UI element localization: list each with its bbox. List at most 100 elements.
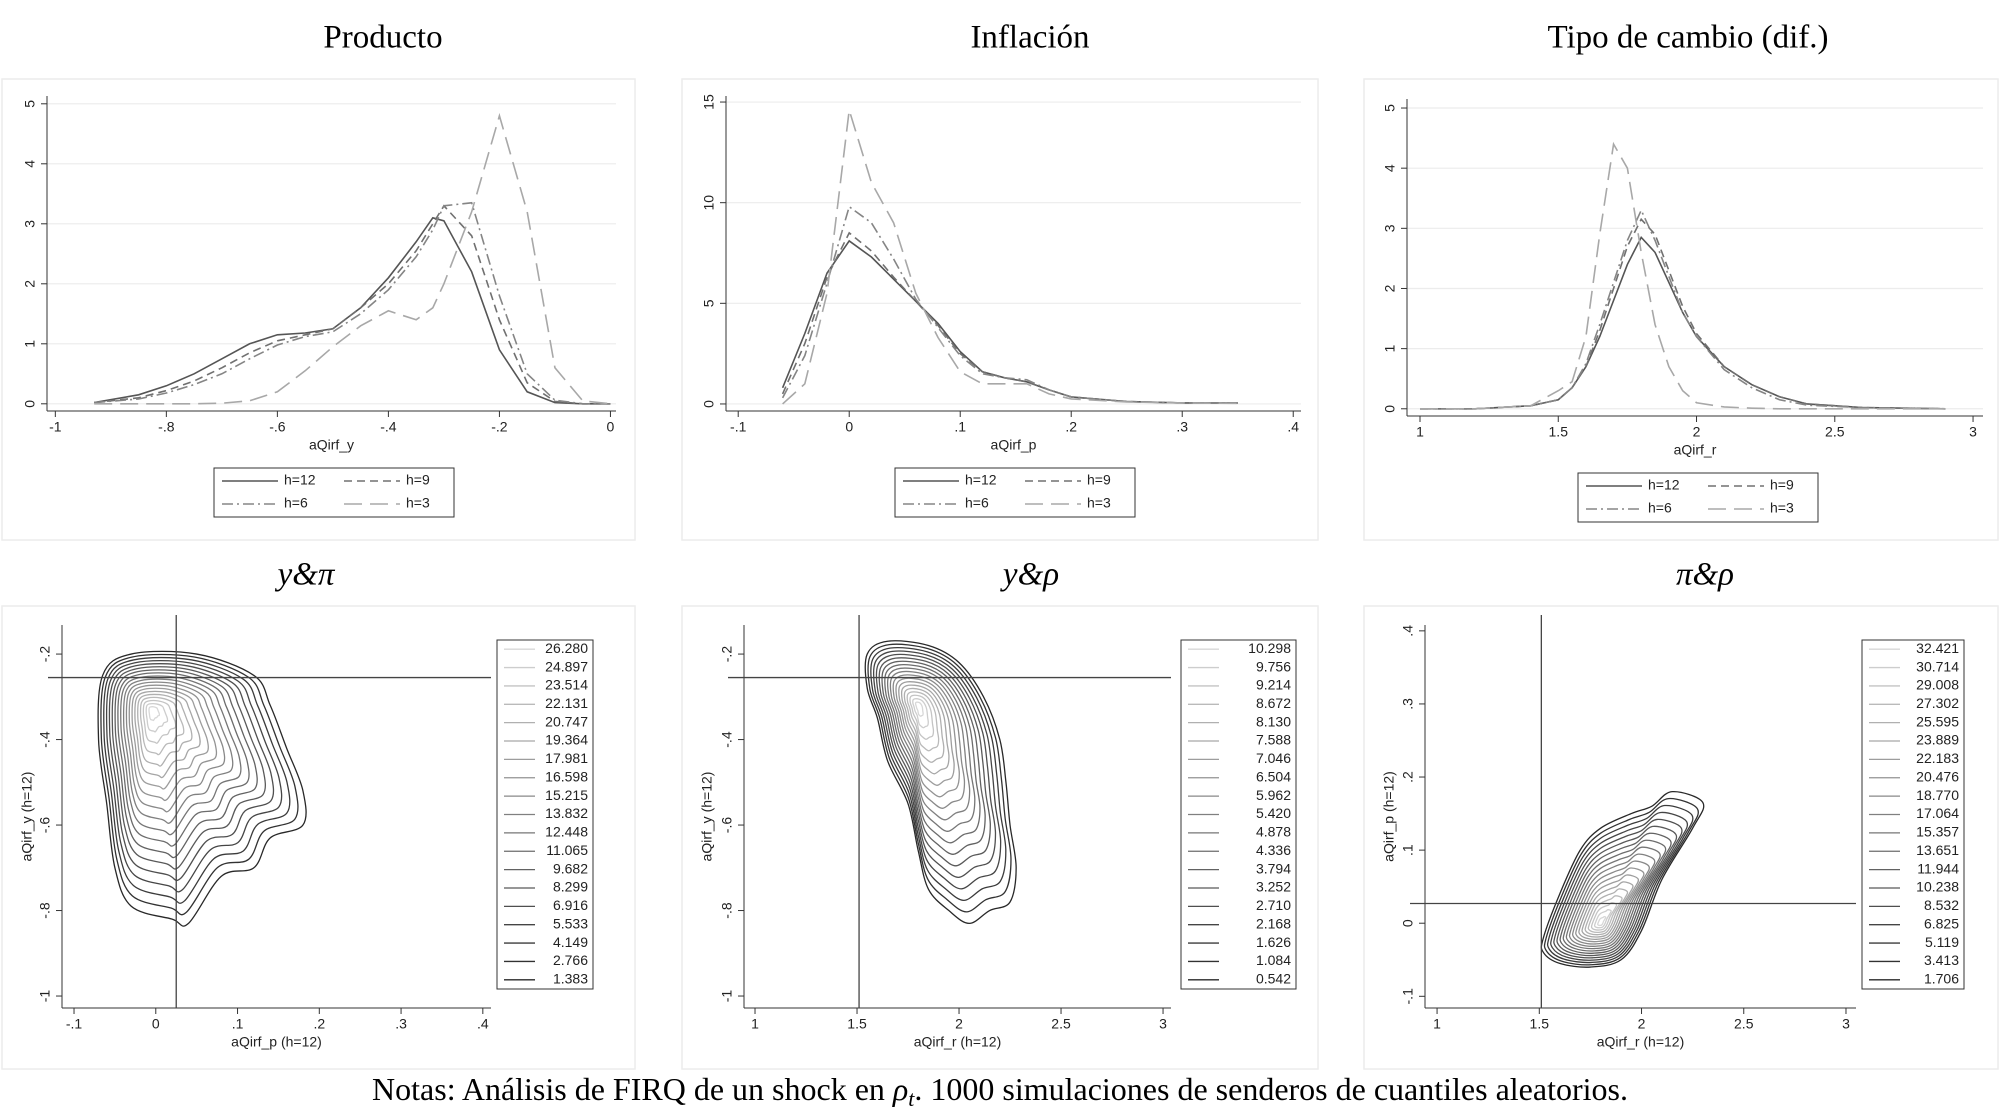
legend-label: h=9 [406, 472, 430, 488]
contour-line [1578, 874, 1640, 940]
y-tick-label: -1 [37, 990, 53, 1003]
contour-line [1546, 804, 1694, 964]
contour-line [131, 687, 209, 790]
x-tick-label: 2.5 [1051, 1016, 1071, 1032]
x-tick-label: 2.5 [1825, 424, 1845, 440]
x-axis-label: aQirf_r (h=12) [1597, 1034, 1685, 1050]
legend-label: 2.168 [1256, 915, 1291, 931]
legend-label: 30.714 [1916, 658, 1959, 674]
panel-title: π&ρ [1676, 557, 1734, 593]
x-axis-label: aQirf_r [1674, 442, 1717, 458]
legend-label: h=12 [1648, 477, 1680, 493]
legend-label: 15.357 [1916, 824, 1959, 840]
y-tick-label: 0 [1382, 405, 1398, 413]
legend-label: 0.542 [1256, 971, 1291, 987]
legend-label: 3.413 [1924, 952, 1959, 968]
legend-label: 3.252 [1256, 879, 1291, 895]
legend-label: 9.214 [1256, 677, 1291, 693]
contour-line [870, 646, 1007, 902]
legend-label: h=3 [1770, 500, 1794, 516]
legend-label: 7.588 [1256, 732, 1291, 748]
legend-label: 20.476 [1916, 768, 1959, 784]
note-text: Notas: Análisis de FIRQ de un shock en [372, 1071, 893, 1107]
legend-label: h=6 [1648, 500, 1672, 516]
y-tick-label: .2 [1400, 771, 1416, 783]
x-tick-label: .3 [1176, 419, 1188, 435]
contour-line [100, 653, 299, 916]
density-line [781, 205, 1238, 404]
contour-line [1556, 825, 1678, 957]
contour-line [1550, 811, 1689, 961]
legend-label: 17.064 [1916, 805, 1959, 821]
legend-label: h=9 [1087, 472, 1111, 488]
legend-label: 1.383 [553, 971, 588, 987]
contour-line [1571, 860, 1650, 945]
y-axis-label: aQirf_y (h=12) [699, 772, 715, 862]
contour-line [889, 670, 971, 821]
contour-line [134, 690, 201, 779]
legend-label: 5.119 [1925, 934, 1959, 950]
legend-label: 17.981 [545, 750, 588, 766]
x-axis-label: aQirf_p (h=12) [231, 1034, 322, 1050]
density-line [94, 201, 611, 405]
contour-line [1559, 832, 1672, 954]
legend-label: 23.889 [1916, 732, 1959, 748]
legend-label: 3.794 [1256, 860, 1291, 876]
density-line [94, 204, 611, 405]
contour-line [122, 678, 234, 824]
contour-line [873, 650, 1002, 890]
x-tick-label: .2 [1065, 419, 1077, 435]
x-tick-label: .4 [1287, 419, 1299, 435]
contour-line [1581, 881, 1634, 938]
contour-line [912, 698, 929, 729]
legend-label: 7.046 [1256, 750, 1291, 766]
density-line [1420, 208, 1946, 410]
density-line [94, 216, 611, 405]
legend-label: h=3 [1087, 495, 1111, 511]
contour-line [1597, 915, 1607, 927]
contour-line [1568, 853, 1656, 947]
y-tick-label: -1 [719, 990, 735, 1003]
y-tick-label: -.6 [37, 817, 53, 834]
x-tick-label: 2 [1693, 424, 1701, 440]
legend-box [894, 467, 1136, 518]
x-tick-label: -.6 [269, 419, 286, 435]
x-tick-label: 0 [607, 419, 615, 435]
contour-line [903, 687, 945, 763]
panel-frame [1, 605, 636, 1070]
legend-label: 12.448 [545, 824, 588, 840]
contour-line [1562, 839, 1667, 952]
note-subscript: t [908, 1086, 915, 1108]
x-tick-label: .2 [313, 1016, 325, 1032]
y-tick-label: 1 [1382, 345, 1398, 353]
density-line [781, 231, 1238, 404]
legend-label: 9.682 [553, 860, 588, 876]
x-tick-label: 2 [1638, 1016, 1646, 1032]
contour-line [1590, 902, 1618, 931]
x-tick-label: .1 [232, 1016, 244, 1032]
y-tick-label: -.8 [37, 902, 53, 919]
contour-line [898, 681, 955, 786]
legend-label: 10.298 [1248, 640, 1291, 656]
legend-box [1577, 472, 1819, 523]
y-tick-label: .4 [1400, 625, 1416, 637]
contour-line [1565, 846, 1661, 950]
panel-title: y&π [275, 557, 336, 593]
x-tick-label: 1.5 [847, 1016, 867, 1032]
contour-line [1543, 797, 1699, 966]
density-line [1420, 235, 1946, 410]
legend-label: h=6 [284, 495, 308, 511]
y-tick-label: 2 [22, 280, 38, 288]
contour-line [120, 675, 242, 836]
contour-line [1584, 888, 1629, 936]
contour-line [108, 663, 275, 882]
contour-line [878, 657, 991, 867]
x-tick-label: -.1 [730, 419, 747, 435]
contour-line [1553, 818, 1683, 959]
legend-label: 22.131 [545, 695, 588, 711]
legend-label: 1.084 [1256, 952, 1291, 968]
legend-label: 15.215 [545, 787, 588, 803]
legend-label: 4.336 [1256, 842, 1291, 858]
contour-line [137, 693, 193, 767]
